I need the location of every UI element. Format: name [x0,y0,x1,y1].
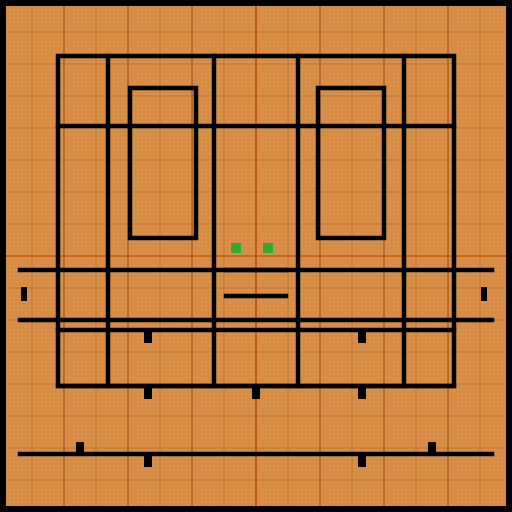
marker-tick-icon [428,442,436,454]
marker-tick-icon [358,329,366,343]
marker-green-icon [231,243,241,253]
marker-tick-icon [21,287,27,301]
marker-tick-icon [76,442,84,454]
marker-tick-icon [144,329,152,343]
marker-green-icon [263,243,273,253]
marker-tick-icon [358,453,366,467]
grid-diagram [0,0,512,512]
marker-tick-icon [144,453,152,467]
marker-tick-icon [481,287,487,301]
marker-tick-icon [358,385,366,399]
marker-tick-icon [252,385,260,399]
marker-tick-icon [144,385,152,399]
